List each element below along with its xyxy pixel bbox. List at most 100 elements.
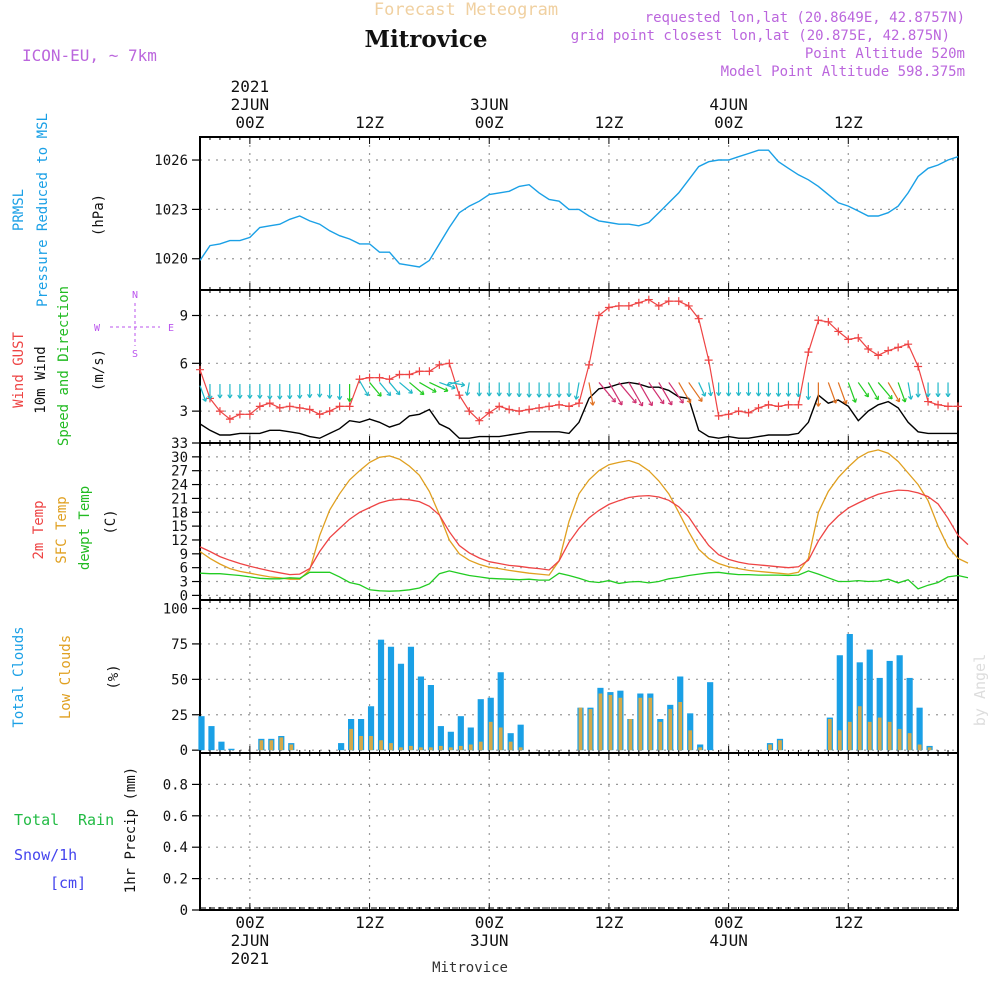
low-cloud-bar xyxy=(638,697,643,751)
y-tick-label: 1023 xyxy=(154,202,188,218)
wind-arrow-head xyxy=(566,393,572,398)
wind-panel: 3 6 9 xyxy=(180,289,962,444)
low-cloud-bar xyxy=(269,740,274,751)
gust-marker xyxy=(774,402,783,411)
gust-marker xyxy=(934,400,943,409)
wind-arrow-head xyxy=(915,393,921,398)
bottom-tick-label: 00Z xyxy=(714,913,743,932)
wind-arrow xyxy=(877,382,893,400)
y-tick-label: 21 xyxy=(171,491,188,507)
gust-marker xyxy=(295,403,304,412)
wind-arrow xyxy=(837,382,847,405)
bottom-tick-label: 12Z xyxy=(355,913,384,932)
wind-arrow-head xyxy=(573,395,580,400)
panel-frame xyxy=(199,752,959,911)
y-tick-label: 0 xyxy=(180,588,188,604)
low-cloud-bar xyxy=(349,728,353,751)
total-cloud-bar xyxy=(387,646,395,751)
y-tick-label: 30 xyxy=(171,450,188,466)
low-cloud-bar xyxy=(847,721,852,751)
wind-arrow-head xyxy=(935,393,941,398)
low-cloud-bar xyxy=(448,747,453,751)
y-tick-label: 100 xyxy=(163,602,188,618)
y-tick-label: 50 xyxy=(171,672,188,688)
y-tick-label: 24 xyxy=(171,478,188,494)
top-tick-label: 00Z xyxy=(475,113,504,132)
total-cloud-bar xyxy=(377,639,385,751)
wind-arrow xyxy=(887,382,900,403)
wind-arrow-head xyxy=(317,393,323,398)
wind-arrow-head xyxy=(735,391,742,396)
gust-marker xyxy=(924,397,933,406)
gust-marker xyxy=(435,360,444,369)
y-tick-label: 18 xyxy=(171,505,188,521)
total-cloud-bar xyxy=(427,685,434,751)
wind-arrow xyxy=(598,382,616,403)
low-cloud-bar xyxy=(429,747,433,751)
wind-arrow-head xyxy=(546,393,552,398)
gust-marker xyxy=(944,402,953,411)
precip-panel: 0 0.2 0.4 0.6 0.8 xyxy=(163,752,959,919)
low-cloud-bar xyxy=(409,745,413,751)
gust-marker xyxy=(345,402,354,411)
gust-marker xyxy=(914,362,923,371)
gust-marker xyxy=(824,317,833,326)
wind-arrow-head xyxy=(667,400,673,406)
top-tick-label: 2JUN xyxy=(231,95,270,114)
wind-arrow xyxy=(419,381,437,393)
total-cloud-bar xyxy=(866,649,873,751)
pressure-label-prmsl: PRMSL xyxy=(11,189,27,231)
precip-total-label: Total xyxy=(14,811,59,829)
wind-arrow xyxy=(359,380,369,397)
wind-arrow-head xyxy=(888,394,893,400)
low-cloud-bar xyxy=(628,719,633,751)
gust-marker xyxy=(694,314,703,323)
gust-marker xyxy=(235,410,244,419)
total-cloud-bar xyxy=(228,748,235,751)
low-cloud-bar xyxy=(688,730,693,751)
wind-arrow-head xyxy=(476,392,482,397)
wind-arrow xyxy=(678,382,692,404)
total-cloud-bar xyxy=(357,719,365,751)
gust-marker xyxy=(415,367,424,376)
low-cloud-bar xyxy=(389,743,393,751)
wind-arrow xyxy=(698,382,706,397)
gust-marker xyxy=(196,365,204,374)
subtitle: Forecast Meteogram xyxy=(374,0,558,20)
y-tick-label: 3 xyxy=(180,575,188,591)
gust-marker xyxy=(525,405,534,414)
precip-unit: 1hr Precip (mm) xyxy=(123,767,139,893)
wind-arrow-head xyxy=(307,393,313,398)
wind-arrow-head xyxy=(451,384,456,390)
point-altitude: Point Altitude 520m xyxy=(805,46,965,62)
wind-arrow xyxy=(867,382,879,401)
low-cloud-bar xyxy=(369,736,373,751)
wind-arrow-head xyxy=(277,395,283,400)
wind-arrow-head xyxy=(327,394,333,399)
bottom-tick-label: 2021 xyxy=(231,949,270,968)
wind-arrow-head xyxy=(364,391,369,397)
compass-n: N xyxy=(132,290,138,301)
wind-arrow-head xyxy=(925,393,931,398)
wind-arrow-head xyxy=(536,393,542,398)
total-cloud-bar xyxy=(886,660,893,751)
wind-arrow-head xyxy=(805,395,812,400)
gust-marker xyxy=(395,370,404,379)
panel-frame xyxy=(199,442,959,601)
pressure-line xyxy=(199,149,959,268)
wind-arrow xyxy=(668,382,684,404)
wind-arrow xyxy=(857,382,869,398)
total-cloud-bar xyxy=(517,724,524,751)
low-cloud-bar xyxy=(768,744,772,751)
bottom-tick-label: 2JUN xyxy=(231,931,270,950)
low-cloud-bar xyxy=(399,747,403,751)
low-cloud-bar xyxy=(508,741,513,751)
bottom-tick-label: 3JUN xyxy=(470,931,509,950)
wind-arrow-head xyxy=(207,395,213,400)
dewpt-line xyxy=(199,570,969,592)
y-tick-label: 0.4 xyxy=(163,840,188,856)
wind-arrow-head xyxy=(864,392,869,398)
wind-arrow-head xyxy=(377,392,382,397)
low-cloud-bar xyxy=(498,727,503,751)
low-cloud-bar xyxy=(917,744,922,751)
